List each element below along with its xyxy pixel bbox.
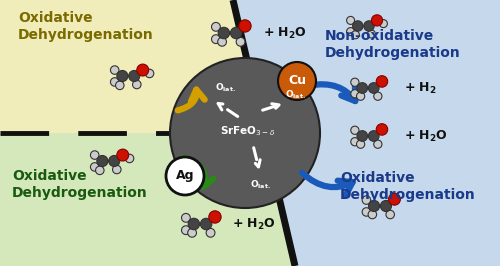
- Circle shape: [112, 165, 121, 174]
- Text: Dehydrogenation: Dehydrogenation: [12, 186, 148, 200]
- Text: O$_{\mathregular{lat.}}$: O$_{\mathregular{lat.}}$: [284, 89, 306, 101]
- Circle shape: [368, 210, 376, 219]
- Circle shape: [166, 157, 204, 195]
- Circle shape: [218, 38, 226, 46]
- Text: Ag: Ag: [176, 169, 194, 182]
- Circle shape: [200, 218, 212, 230]
- Text: Dehydrogenation: Dehydrogenation: [18, 28, 154, 42]
- Circle shape: [362, 208, 370, 216]
- Circle shape: [368, 201, 380, 211]
- Circle shape: [388, 193, 400, 205]
- Text: SrFeO$_{3-\delta}$: SrFeO$_{3-\delta}$: [220, 124, 276, 138]
- Circle shape: [116, 81, 124, 90]
- Polygon shape: [0, 133, 295, 266]
- Circle shape: [236, 38, 245, 46]
- Circle shape: [357, 131, 368, 141]
- Text: Oxidative: Oxidative: [12, 169, 86, 183]
- FancyArrowPatch shape: [310, 84, 356, 101]
- Circle shape: [368, 30, 376, 38]
- Text: O$_{\mathregular{lat.}}$: O$_{\mathregular{lat.}}$: [250, 179, 270, 191]
- Circle shape: [351, 138, 359, 146]
- Circle shape: [346, 28, 354, 36]
- Circle shape: [352, 21, 363, 31]
- Circle shape: [146, 69, 154, 78]
- Circle shape: [126, 154, 134, 163]
- Circle shape: [357, 83, 368, 93]
- Circle shape: [278, 62, 316, 100]
- Circle shape: [351, 78, 359, 86]
- Circle shape: [374, 92, 382, 100]
- Circle shape: [368, 131, 379, 141]
- Circle shape: [386, 210, 394, 219]
- Circle shape: [209, 211, 221, 223]
- Circle shape: [380, 201, 392, 211]
- Circle shape: [110, 78, 119, 86]
- Circle shape: [212, 35, 220, 44]
- Circle shape: [230, 27, 242, 39]
- Circle shape: [182, 226, 190, 235]
- Circle shape: [188, 218, 200, 230]
- Text: Oxidative: Oxidative: [18, 11, 92, 25]
- Circle shape: [352, 31, 360, 39]
- Circle shape: [170, 58, 320, 208]
- Circle shape: [368, 83, 379, 93]
- Circle shape: [206, 228, 215, 237]
- Circle shape: [212, 22, 220, 31]
- Circle shape: [108, 155, 120, 167]
- Circle shape: [374, 140, 382, 148]
- FancyArrowPatch shape: [302, 173, 352, 195]
- FancyArrowPatch shape: [182, 158, 214, 187]
- Text: O$_{\mathregular{lat.}}$: O$_{\mathregular{lat.}}$: [214, 82, 236, 94]
- Text: Dehydrogenation: Dehydrogenation: [325, 46, 461, 60]
- Circle shape: [364, 21, 374, 31]
- Text: $\mathbf{+\ H_2O}$: $\mathbf{+\ H_2O}$: [263, 26, 306, 40]
- Circle shape: [351, 90, 359, 98]
- Circle shape: [117, 70, 128, 81]
- Text: Oxidative: Oxidative: [340, 171, 414, 185]
- Circle shape: [376, 124, 388, 135]
- Circle shape: [137, 64, 148, 76]
- Circle shape: [90, 163, 99, 171]
- Circle shape: [182, 213, 190, 222]
- Circle shape: [376, 76, 388, 87]
- Text: Cu: Cu: [288, 74, 306, 88]
- Circle shape: [239, 20, 251, 32]
- Circle shape: [380, 20, 388, 28]
- Circle shape: [188, 228, 196, 237]
- Circle shape: [132, 80, 141, 89]
- Circle shape: [356, 92, 364, 100]
- Circle shape: [90, 151, 99, 159]
- Circle shape: [97, 155, 108, 167]
- Text: $\mathbf{+\ H_2O}$: $\mathbf{+\ H_2O}$: [232, 217, 276, 231]
- Circle shape: [346, 16, 354, 24]
- FancyArrowPatch shape: [178, 90, 204, 110]
- Circle shape: [372, 15, 382, 26]
- Polygon shape: [0, 0, 264, 133]
- Circle shape: [351, 126, 359, 134]
- Polygon shape: [233, 0, 500, 266]
- Text: $\mathbf{+\ H_2}$: $\mathbf{+\ H_2}$: [404, 80, 436, 95]
- Circle shape: [218, 27, 230, 39]
- Text: Non-oxidative: Non-oxidative: [325, 29, 434, 43]
- Circle shape: [96, 166, 104, 174]
- Circle shape: [356, 140, 364, 148]
- Circle shape: [117, 149, 128, 161]
- Circle shape: [362, 196, 370, 204]
- Text: Dehydrogenation: Dehydrogenation: [340, 188, 476, 202]
- Text: $\mathbf{+\ H_2O}$: $\mathbf{+\ H_2O}$: [404, 128, 448, 144]
- Circle shape: [110, 66, 119, 74]
- Circle shape: [128, 70, 140, 81]
